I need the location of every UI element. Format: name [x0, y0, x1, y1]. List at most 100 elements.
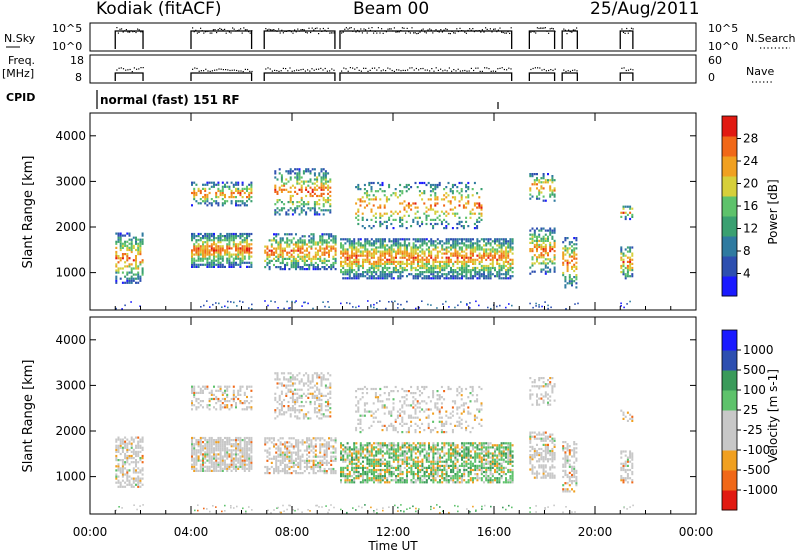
nsearch-point [206, 30, 208, 33]
echo-cell [294, 186, 297, 189]
nsearch-point [222, 29, 224, 31]
echo-cell [364, 271, 367, 274]
echo-cell [322, 209, 325, 212]
echo-cell [301, 459, 304, 462]
echo-cell [362, 273, 364, 276]
echo-cell [366, 252, 369, 255]
echo-cell [544, 301, 546, 303]
echo-cell [248, 243, 251, 246]
echo-cell [375, 238, 378, 241]
echo-cell [273, 263, 275, 267]
echo-cell [500, 246, 503, 249]
echo-cell [210, 445, 213, 448]
echo-cell [206, 455, 209, 458]
echo-cell [195, 457, 198, 460]
nave-point [506, 69, 508, 71]
echo-cell [440, 198, 443, 201]
nave-point [409, 67, 411, 69]
echo-cell [316, 382, 319, 385]
echo-cell [297, 266, 300, 269]
nsky-right-tick-high: 10^5 [708, 22, 738, 35]
echo-cell [132, 246, 135, 249]
echo-cell [311, 207, 314, 210]
echo-cell [307, 374, 310, 377]
echo-cell [202, 461, 204, 464]
echo-cell [215, 455, 218, 458]
echo-cell [403, 266, 406, 270]
echo-cell [243, 463, 246, 466]
echo-cell [286, 245, 289, 248]
echo-cell [303, 257, 306, 260]
echo-cell [307, 378, 310, 381]
echo-cell [388, 216, 391, 219]
echo-cell [553, 239, 556, 242]
echo-cell [449, 200, 452, 203]
echo-cell [219, 457, 222, 460]
echo-cell [472, 250, 474, 253]
echo-cell [480, 218, 483, 221]
echo-cell [210, 253, 213, 256]
echo-cell [280, 384, 283, 387]
echo-cell [294, 378, 297, 381]
echo-cell [206, 469, 209, 472]
echo-cell [562, 247, 565, 250]
echo-cell [204, 469, 207, 472]
echo-cell [195, 191, 198, 195]
echo-cell [310, 257, 313, 260]
nsearch-point [135, 31, 137, 34]
echo-cell [429, 198, 432, 201]
echo-cell [323, 261, 326, 265]
echo-cell [320, 176, 323, 179]
echo-cell [355, 262, 358, 265]
echo-cell [311, 396, 314, 399]
echo-cell [280, 392, 283, 395]
echo-cell [364, 275, 367, 278]
echo-cell [275, 239, 278, 242]
echo-cell [317, 461, 319, 464]
echo-cell [321, 443, 324, 446]
nsearch-point [393, 27, 395, 29]
echo-cell [128, 475, 131, 478]
echo-cell [445, 262, 448, 265]
echo-cell [276, 378, 279, 381]
echo-cell [480, 258, 483, 261]
echo-cell [228, 449, 231, 452]
echo-cell [137, 275, 140, 278]
echo-cell [340, 252, 342, 255]
echo-cell [485, 264, 488, 268]
echo-cell [248, 455, 251, 458]
echo-cell [465, 248, 468, 251]
echo-cell [307, 180, 310, 183]
echo-cell [217, 237, 220, 240]
echo-cell [430, 266, 433, 270]
echo-cell [219, 439, 222, 442]
echo-cell [226, 243, 229, 246]
echo-cell [289, 396, 292, 399]
echo-cell [210, 451, 213, 454]
echo-cell [250, 441, 253, 444]
echo-cell [566, 269, 569, 273]
echo-cell [281, 237, 284, 240]
echo-cell [206, 259, 209, 262]
echo-cell [286, 241, 289, 244]
echo-cell [421, 258, 424, 261]
echo-cell [270, 259, 273, 262]
nsearch-point [122, 31, 124, 33]
echo-cell [320, 178, 323, 181]
nsearch-point [448, 32, 450, 35]
echo-cell [377, 260, 380, 263]
echo-cell [551, 189, 554, 192]
nsearch-point [124, 30, 126, 32]
echo-cell [119, 485, 122, 488]
echo-cell [355, 248, 358, 251]
echo-cell [274, 170, 277, 173]
echo-cell [224, 185, 226, 188]
nsearch-point [214, 29, 216, 31]
echo-cell [328, 461, 330, 464]
echo-cell [366, 248, 369, 251]
echo-cell [289, 384, 292, 387]
echo-cell [327, 196, 330, 200]
echo-cell [412, 277, 415, 280]
nave-point [304, 70, 306, 72]
echo-cell [289, 194, 292, 198]
